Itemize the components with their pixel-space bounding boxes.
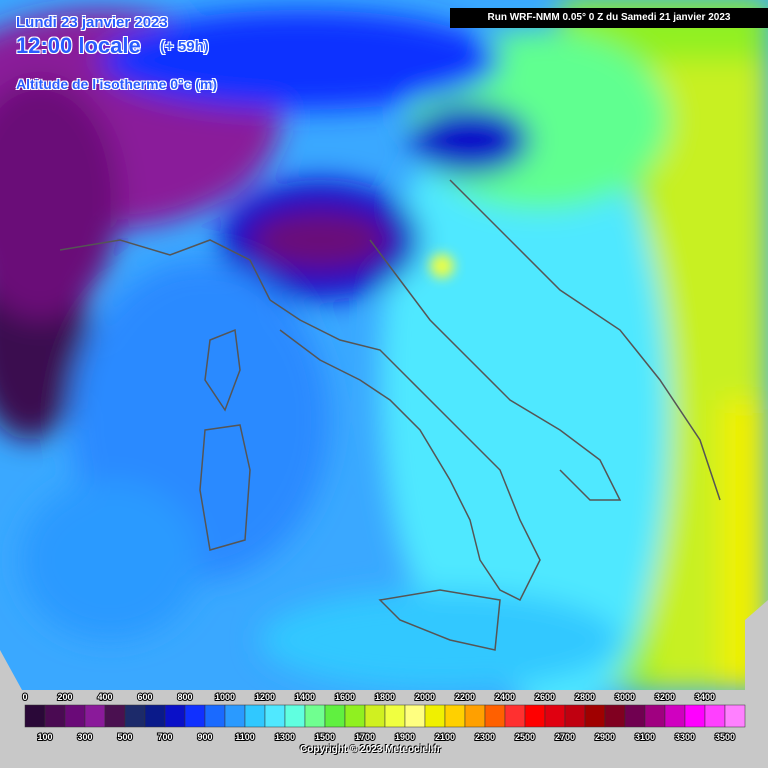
legend-label: 1400 [295, 692, 315, 702]
legend-swatch [124, 704, 146, 728]
legend-swatch [64, 704, 86, 728]
legend-label: 1000 [215, 692, 235, 702]
legend-swatch [184, 704, 206, 728]
legend-swatch [24, 704, 46, 728]
legend-swatch [284, 704, 306, 728]
legend-swatch [604, 704, 626, 728]
legend-label: 500 [117, 732, 132, 742]
legend-label: 0 [22, 692, 27, 702]
legend-swatch [44, 704, 66, 728]
legend-label: 300 [77, 732, 92, 742]
legend-swatch [424, 704, 446, 728]
legend-swatch [704, 704, 726, 728]
italy-east-coast [369, 239, 622, 501]
legend-label: 1900 [395, 732, 415, 742]
legend-swatch [104, 704, 126, 728]
legend-label: 200 [57, 692, 72, 702]
legend-label: 3300 [675, 732, 695, 742]
sicily [378, 589, 501, 651]
field-blobs [0, 0, 768, 720]
legend-label: 1700 [355, 732, 375, 742]
legend-swatch [724, 704, 746, 728]
legend-label: 1100 [235, 732, 255, 742]
legend-swatch [304, 704, 326, 728]
legend-swatch [684, 704, 706, 728]
legend-label: 400 [97, 692, 112, 702]
legend-swatch [584, 704, 606, 728]
legend-label: 1200 [255, 692, 275, 702]
copyright: Copyright © 2023 Meteociel.fr [300, 744, 441, 755]
legend-swatch [544, 704, 566, 728]
subtitle: Altitude de l'isotherme 0°c (m) [16, 76, 218, 92]
balkan-coast [449, 179, 721, 501]
legend-swatch [264, 704, 286, 728]
legend-label: 2000 [415, 692, 435, 702]
legend-label: 1300 [275, 732, 295, 742]
legend-swatch [664, 704, 686, 728]
legend-label: 2600 [535, 692, 555, 702]
lead-time: (+ 59h) [160, 38, 209, 55]
coastlines [59, 179, 721, 651]
legend-swatch [464, 704, 486, 728]
french-coast [59, 239, 271, 301]
legend-swatch [84, 704, 106, 728]
legend-label: 3100 [635, 732, 655, 742]
legend-label: 3500 [715, 732, 735, 742]
run-info: Run WRF-NMM 0.05° 0 Z du Samedi 21 janvi… [450, 8, 768, 28]
legend-swatch [404, 704, 426, 728]
legend-swatch [504, 704, 526, 728]
legend-label: 2400 [495, 692, 515, 702]
legend-swatch [204, 704, 226, 728]
legend-swatch [224, 704, 246, 728]
legend-label: 600 [137, 692, 152, 702]
legend-label: 100 [37, 732, 52, 742]
legend-label: 900 [197, 732, 212, 742]
legend-swatch [364, 704, 386, 728]
legend-label: 3200 [655, 692, 675, 702]
legend-swatch [444, 704, 466, 728]
legend-swatch [384, 704, 406, 728]
legend-swatch [344, 704, 366, 728]
sardinia [199, 424, 251, 551]
legend-label: 800 [177, 692, 192, 702]
legend-swatch [324, 704, 346, 728]
warm-spot [430, 254, 454, 278]
legend: 0 200 400 600 800 1000 1200 1400 1600 1800 2000 220… [0, 690, 768, 768]
legend-label: 2500 [515, 732, 535, 742]
legend-label: 1500 [315, 732, 335, 742]
legend-swatch [144, 704, 166, 728]
legend-swatch [164, 704, 186, 728]
legend-label: 2900 [595, 732, 615, 742]
legend-label: 3000 [615, 692, 635, 702]
legend-label: 1600 [335, 692, 355, 702]
legend-label: 1800 [375, 692, 395, 702]
legend-label: 2200 [455, 692, 475, 702]
legend-label: 2100 [435, 732, 455, 742]
legend-label: 2300 [475, 732, 495, 742]
legend-background [0, 690, 768, 768]
legend-swatch [644, 704, 666, 728]
italy-west-coast [269, 299, 541, 602]
legend-label: 700 [157, 732, 172, 742]
legend-label: 2800 [575, 692, 595, 702]
legend-swatch [564, 704, 586, 728]
legend-label: 3400 [695, 692, 715, 702]
time: 12:00 locale [16, 33, 141, 58]
legend-swatch [524, 704, 546, 728]
legend-swatch [484, 704, 506, 728]
legend-swatch [624, 704, 646, 728]
corsica [204, 328, 241, 412]
date: Lundi 23 janvier 2023 [16, 14, 168, 31]
legend-swatch [244, 704, 266, 728]
legend-label: 2700 [555, 732, 575, 742]
